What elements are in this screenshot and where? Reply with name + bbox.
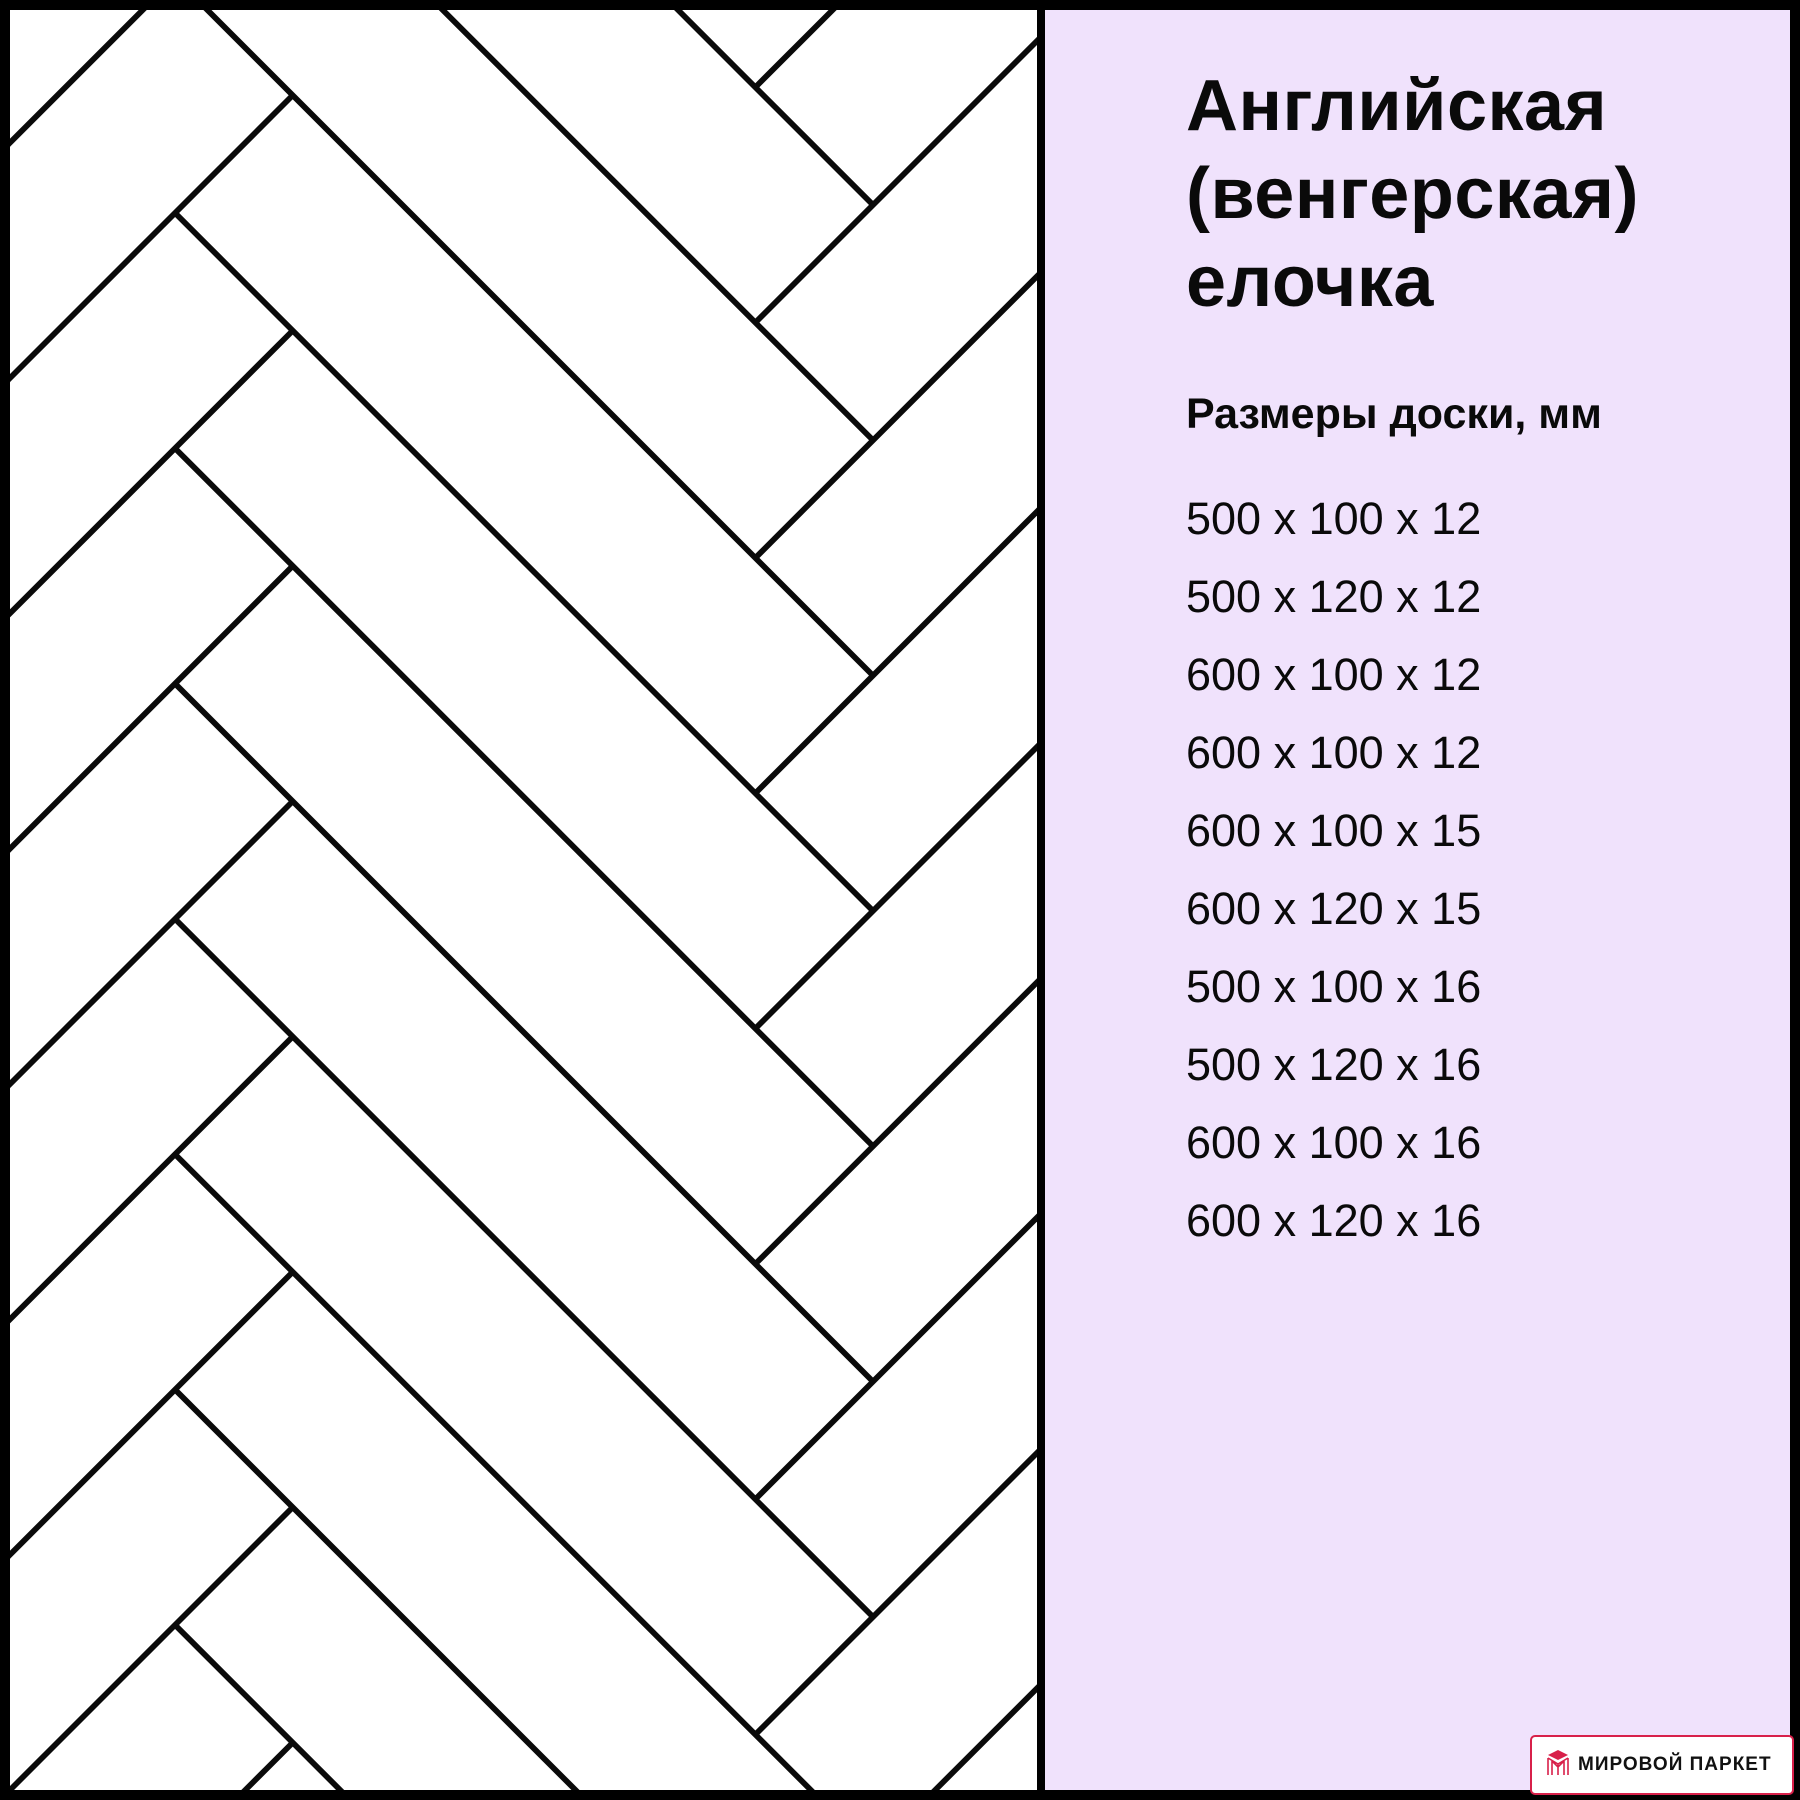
info-panel: Английская (венгерская) елочка Размеры д… <box>1045 10 1790 1790</box>
board-edge-line <box>753 978 1037 1266</box>
board-edge-line <box>753 1448 1037 1737</box>
size-item: 600 x 100 x 15 <box>1186 805 1482 856</box>
board-edge-line <box>173 917 874 1618</box>
board-edge-line <box>753 1213 1037 1502</box>
board-edge-line <box>173 211 874 912</box>
logo-text: МИРОВОЙ ПАРКЕТ <box>1578 1754 1772 1775</box>
title-line: (венгерская) <box>1186 154 1639 234</box>
sizes-heading: Размеры доски, мм <box>1186 390 1602 438</box>
board-edge-line <box>753 10 837 90</box>
board-edge-line <box>10 1505 295 1790</box>
title-line: Английская <box>1186 66 1608 146</box>
board-edge-line <box>674 10 874 206</box>
board-edge-line <box>438 10 874 441</box>
board-edge-line <box>753 742 1037 1031</box>
board-edge-line <box>10 799 295 1089</box>
size-item: 500 x 120 x 12 <box>1186 571 1482 622</box>
title-line: елочка <box>1186 242 1434 322</box>
size-item: 600 x 100 x 12 <box>1186 727 1482 778</box>
herringbone-svg <box>10 10 1037 1790</box>
herringbone-pattern-illustration <box>10 10 1037 1790</box>
board-edge-line <box>10 1034 295 1324</box>
board-edge-line <box>173 1388 580 1790</box>
board-edge-line <box>173 682 874 1382</box>
size-item: 600 x 100 x 12 <box>1186 649 1482 700</box>
board-edge-line <box>10 563 295 853</box>
sizes-list: 500 x 100 x 12 500 x 120 x 12 600 x 100 … <box>1186 480 1481 1260</box>
board-edge-line <box>203 10 874 676</box>
board-edge-line <box>10 328 295 618</box>
board-edge-line <box>931 1684 1037 1790</box>
size-item: 600 x 120 x 16 <box>1186 1195 1482 1246</box>
board-edge-line <box>173 1623 345 1790</box>
board-edge-line <box>753 36 1037 325</box>
board-edge-line <box>10 1269 295 1559</box>
parquet-cube-logo-icon <box>1546 1749 1570 1782</box>
page-title: Английская (венгерская) елочка <box>1186 62 1639 326</box>
board-edge-line <box>10 10 147 147</box>
board-edge-line <box>753 507 1037 796</box>
brand-logo: МИРОВОЙ ПАРКЕТ <box>1530 1735 1794 1795</box>
board-edge-line <box>753 272 1037 560</box>
size-item: 500 x 100 x 16 <box>1186 961 1482 1012</box>
size-item: 500 x 120 x 16 <box>1186 1039 1482 1090</box>
board-edge-line <box>241 1740 295 1790</box>
board-edge-line <box>10 93 295 383</box>
board-edge-line <box>173 446 874 1147</box>
size-item: 500 x 100 x 12 <box>1186 493 1482 544</box>
size-item: 600 x 120 x 15 <box>1186 883 1482 934</box>
size-item: 600 x 100 x 16 <box>1186 1117 1482 1168</box>
board-edge-line <box>173 1152 815 1790</box>
